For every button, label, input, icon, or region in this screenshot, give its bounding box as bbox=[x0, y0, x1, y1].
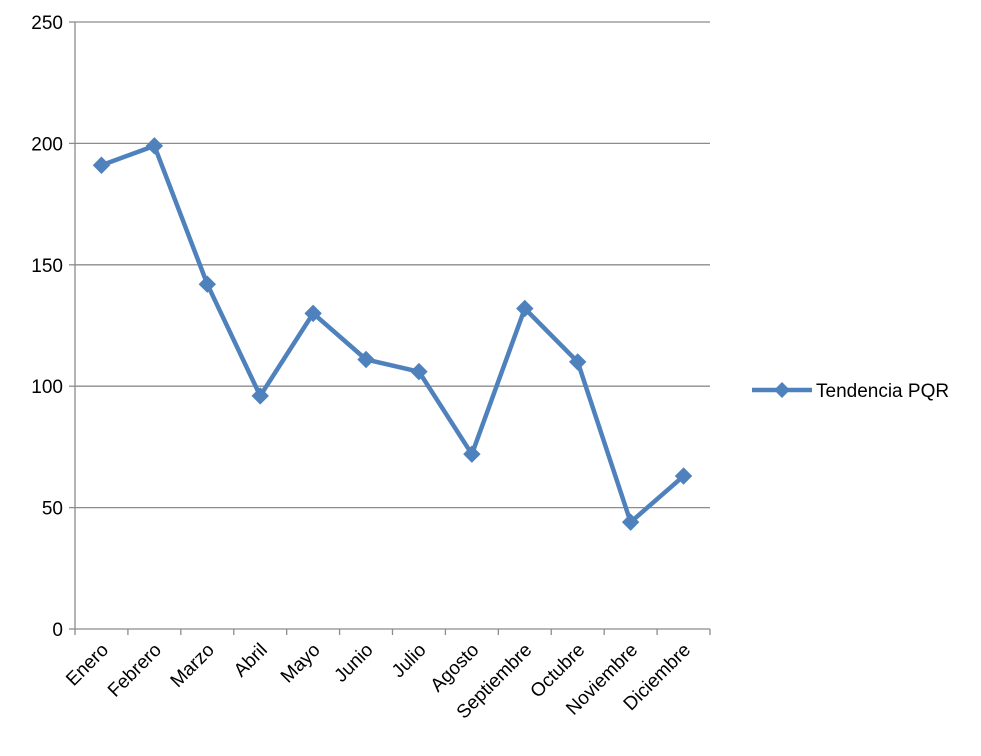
x-tick-label: Junio bbox=[331, 640, 378, 687]
series-line bbox=[99, 143, 686, 525]
gridlines bbox=[75, 21, 710, 509]
data-point bbox=[357, 350, 375, 369]
data-point bbox=[674, 467, 693, 485]
x-tick-label: Julio bbox=[388, 640, 430, 682]
axes bbox=[69, 21, 711, 635]
data-point bbox=[92, 156, 111, 174]
y-tick-label: 250 bbox=[31, 13, 63, 34]
y-tick-label: 0 bbox=[52, 620, 63, 641]
data-point bbox=[410, 362, 428, 381]
series bbox=[92, 137, 693, 531]
y-tick-label: 150 bbox=[31, 256, 63, 277]
data-point bbox=[251, 387, 269, 405]
data-point bbox=[304, 304, 322, 323]
y-tick-label: 200 bbox=[31, 134, 63, 155]
x-tick-label: Mayo bbox=[277, 640, 325, 688]
data-point bbox=[621, 513, 640, 531]
legend: Tendencia PQR bbox=[752, 381, 949, 402]
data-point bbox=[516, 299, 534, 318]
y-tick-label: 50 bbox=[42, 499, 63, 520]
x-tick-label: Febrero bbox=[104, 640, 166, 702]
x-tick-label: Marzo bbox=[167, 640, 219, 692]
legend-label: Tendencia PQR bbox=[816, 381, 949, 402]
x-tick-label: Enero bbox=[62, 640, 113, 691]
y-axis-tick-labels: 0 50 100 150 200 250 bbox=[31, 13, 63, 641]
y-tick-label: 100 bbox=[31, 377, 63, 398]
data-point bbox=[198, 275, 216, 293]
x-tick-label: Abril bbox=[230, 640, 272, 682]
data-point bbox=[569, 353, 587, 371]
data-point bbox=[145, 137, 164, 155]
data-point bbox=[463, 445, 481, 463]
legend-diamond-marker bbox=[774, 382, 790, 398]
